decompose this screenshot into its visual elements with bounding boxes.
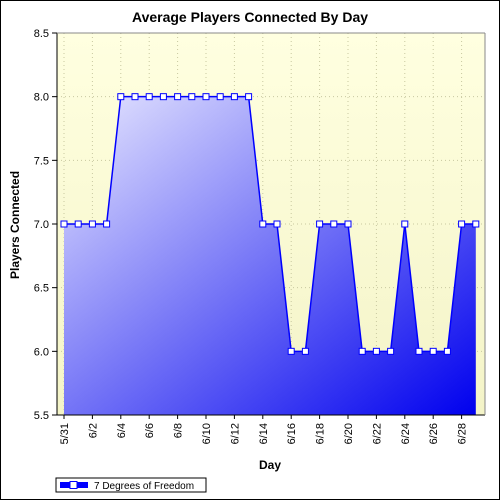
- data-point: [358, 347, 366, 355]
- legend-box: [55, 477, 207, 493]
- series-area: [64, 96, 476, 416]
- data-point: [131, 93, 139, 101]
- y-tick-label: 8.5: [34, 28, 49, 40]
- x-axis-ticks: 5/31 6/2 6/4 6/6 6/8 6/10 6/12 6/14 6/16 6/18 6/20…: [59, 415, 469, 444]
- x-tick-label: 6/18: [315, 423, 327, 444]
- x-tick-label: 6/16: [286, 423, 298, 444]
- y-tick-label: 8.0: [34, 92, 49, 104]
- data-point: [245, 93, 253, 101]
- data-point: [330, 220, 338, 228]
- data-point: [415, 347, 423, 355]
- x-tick-label: 5/31: [59, 423, 71, 444]
- legend-label: 7 Degrees of Freedom: [94, 481, 194, 492]
- x-tick-label: 6/12: [229, 423, 241, 444]
- data-point: [344, 220, 352, 228]
- x-tick-label: 6/4: [116, 423, 128, 438]
- data-point: [372, 347, 380, 355]
- y-tick-label: 7.5: [34, 155, 49, 167]
- y-axis-ticks: 5.5 6.0 6.5 7.0 7.5 8.0 8.5: [34, 28, 57, 422]
- data-point: [159, 93, 167, 101]
- data-point: [301, 347, 309, 355]
- data-point: [273, 220, 281, 228]
- x-tick-label: 6/20: [343, 423, 355, 444]
- x-axis-title: Day: [259, 458, 281, 472]
- data-point: [472, 220, 480, 228]
- y-tick-label: 6.0: [34, 346, 49, 358]
- data-point: [316, 220, 324, 228]
- x-tick-label: 6/2: [87, 423, 99, 438]
- data-point: [216, 93, 224, 101]
- data-point: [230, 93, 238, 101]
- x-tick-label: 6/14: [258, 423, 270, 444]
- x-tick-label: 6/26: [428, 423, 440, 444]
- x-tick-label: 6/28: [457, 423, 469, 444]
- data-point: [429, 347, 437, 355]
- x-tick-label: 6/22: [371, 423, 383, 444]
- y-tick-label: 6.5: [34, 283, 49, 295]
- data-point: [287, 347, 295, 355]
- data-point: [88, 220, 96, 228]
- area-layer: [60, 93, 480, 416]
- y-tick-label: 5.5: [34, 410, 49, 422]
- data-point: [443, 347, 451, 355]
- data-point: [259, 220, 267, 228]
- data-point: [188, 93, 196, 101]
- y-axis-title: Players Connected: [8, 171, 22, 279]
- y-tick-label: 7.0: [34, 219, 49, 231]
- x-tick-label: 6/6: [144, 423, 156, 438]
- data-point: [145, 93, 153, 101]
- legend: 7 Degrees of Freedom: [55, 477, 207, 493]
- data-point: [387, 347, 395, 355]
- chart-title: Average Players Connected By Day: [132, 9, 368, 25]
- data-point: [103, 220, 111, 228]
- data-point: [458, 220, 466, 228]
- x-tick-label: 6/8: [173, 423, 185, 438]
- data-point: [60, 220, 68, 228]
- x-tick-label: 6/10: [201, 423, 213, 444]
- data-point: [117, 93, 125, 101]
- legend-marker: [69, 481, 78, 489]
- data-point: [401, 220, 409, 228]
- data-point: [174, 93, 182, 101]
- data-point: [74, 220, 82, 228]
- x-tick-label: 6/24: [400, 423, 412, 444]
- data-point: [202, 93, 210, 101]
